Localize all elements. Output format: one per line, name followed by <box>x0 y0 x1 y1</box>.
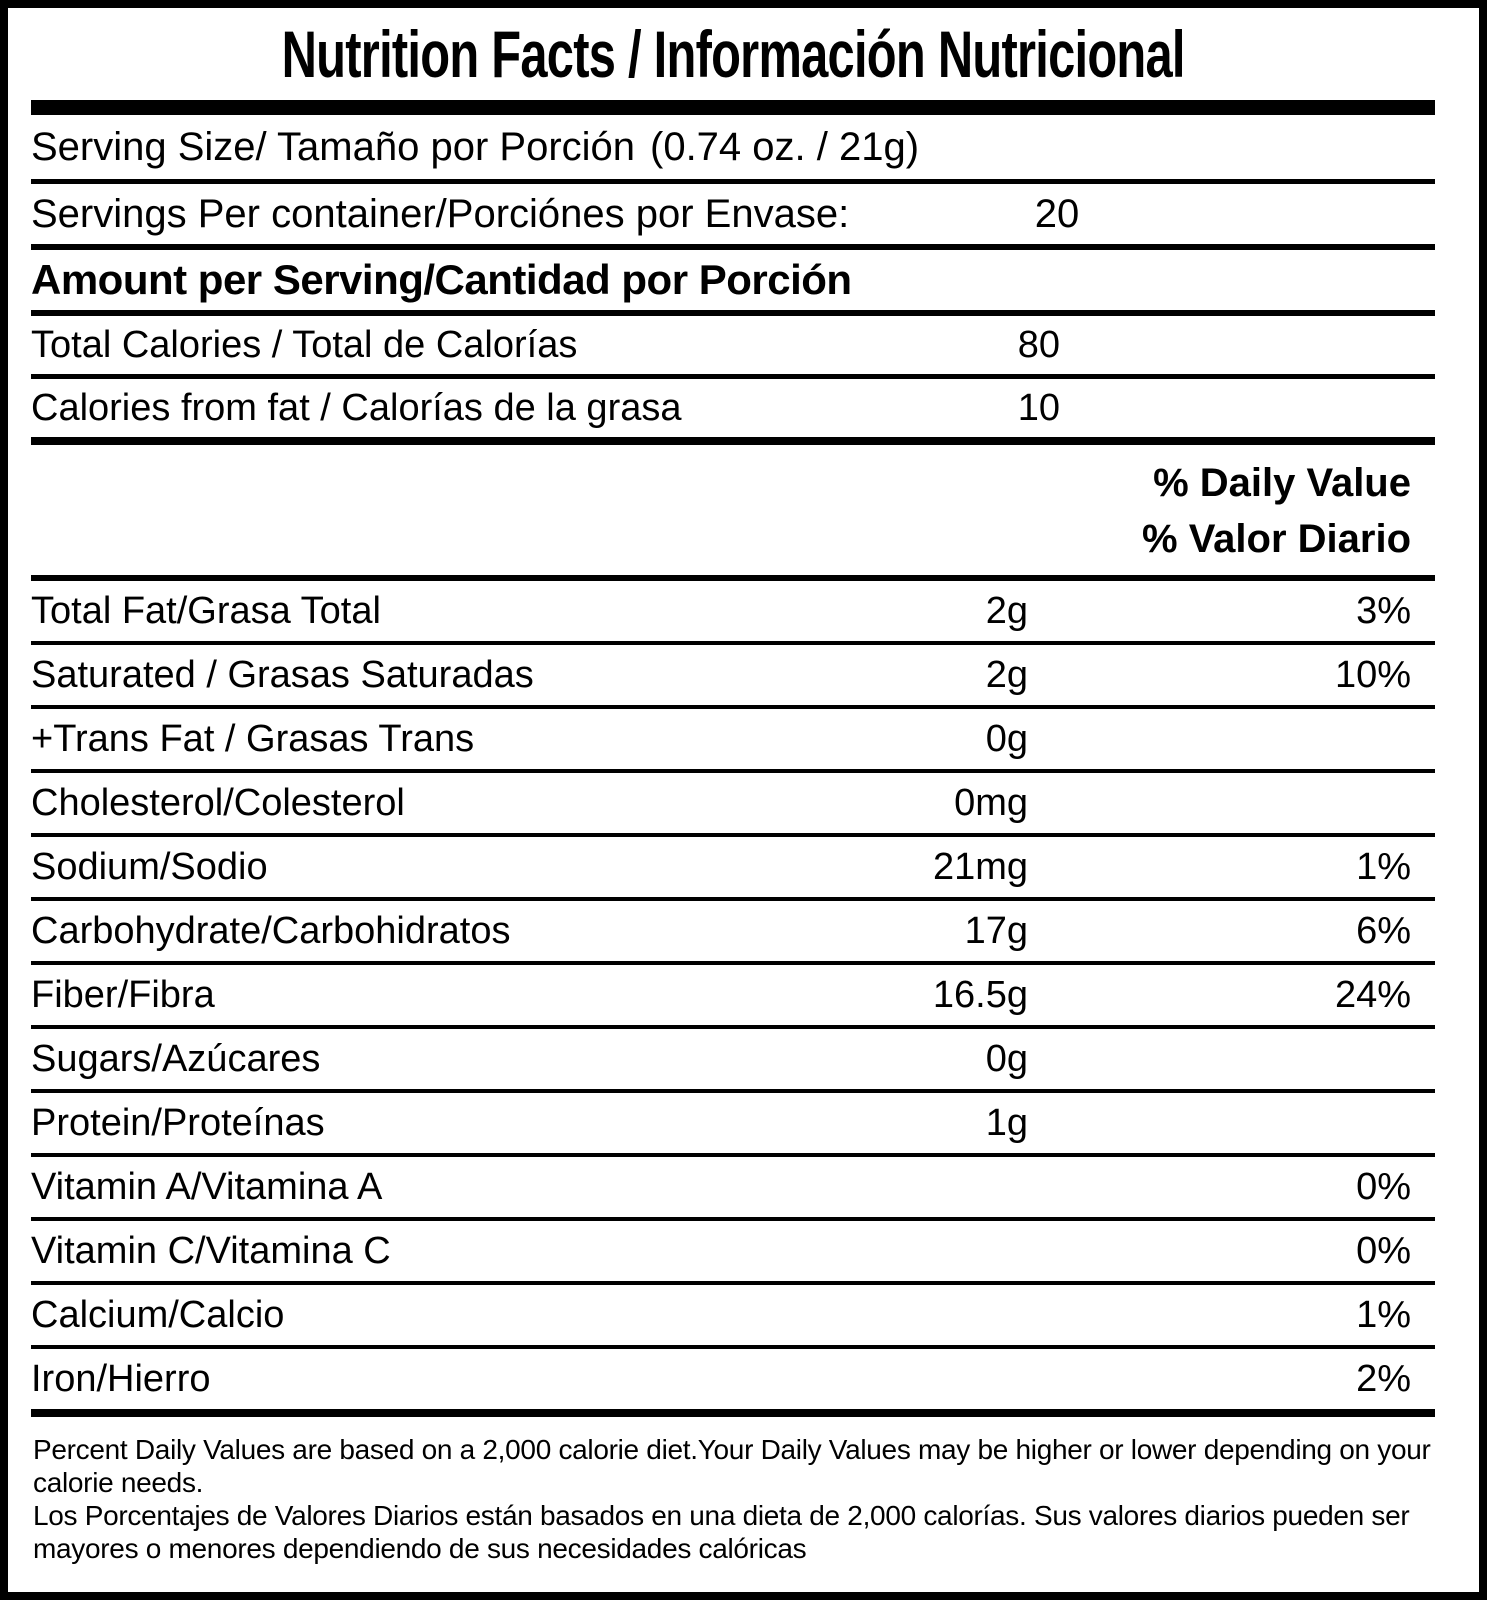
serving-size-row: Serving Size/ Tamaño por Porción (0.74 o… <box>31 115 1435 184</box>
servings-per-container-label: Servings Per container/Porciónes por Env… <box>31 191 850 236</box>
nutrient-label: Cholesterol/Colesterol <box>31 781 405 824</box>
nutrient-percent: 24% <box>1334 973 1411 1016</box>
serving-size-label: Serving Size/ Tamaño por Porción <box>31 124 636 169</box>
nutrient-percent: 0% <box>1356 1165 1411 1208</box>
footnote-line: mayores o menores dependiendo de sus nec… <box>33 1533 807 1564</box>
nutrient-amount: 2g <box>985 653 1028 696</box>
nutrient-amount: 16.5g <box>932 973 1028 1016</box>
daily-value-header-block: % Daily Value % Valor Diario <box>31 445 1435 581</box>
footnote-line: Percent Daily Values are based on a 2,00… <box>33 1434 1431 1465</box>
nutrient-amount: 0g <box>985 717 1028 760</box>
nutrient-percent: 2% <box>1356 1357 1411 1400</box>
nutrient-row-iron: Iron/Hierro 2% <box>31 1349 1435 1417</box>
nutrient-percent: 1% <box>1356 1293 1411 1336</box>
nutrient-row-protein: Protein/Proteínas 1g <box>31 1093 1435 1157</box>
nutrient-label: Sugars/Azúcares <box>31 1037 321 1080</box>
nutrient-label: Vitamin A/Vitamina A <box>31 1165 383 1208</box>
total-calories-label: Total Calories / Total de Calorías <box>31 323 578 366</box>
footnote-line: calorie needs. <box>33 1467 204 1498</box>
servings-per-container-row: Servings Per container/Porciónes por Env… <box>31 184 1435 250</box>
nutrient-percent: 6% <box>1356 909 1411 952</box>
calories-from-fat-row: Calories from fat / Calorías de la grasa… <box>31 379 1435 445</box>
nutrient-percent: 3% <box>1356 589 1411 632</box>
nutrient-row-vitamin-a: Vitamin A/Vitamina A 0% <box>31 1157 1435 1221</box>
footnote-line: Los Porcentajes de Valores Diarios están… <box>33 1500 1410 1531</box>
amount-per-serving-header-row: Amount per Serving/Cantidad por Porción <box>31 250 1435 316</box>
label-title: Nutrition Facts / Información Nutriciona… <box>281 17 1185 91</box>
nutrient-label: Sodium/Sodio <box>31 845 268 888</box>
nutrient-amount: 0mg <box>954 781 1028 824</box>
nutrient-row-sugars: Sugars/Azúcares 0g <box>31 1029 1435 1093</box>
nutrient-label: Total Fat/Grasa Total <box>31 589 381 632</box>
title-divider-bar <box>31 100 1435 115</box>
nutrient-row-vitamin-c: Vitamin C/Vitamina C 0% <box>31 1221 1435 1285</box>
nutrient-row-calcium: Calcium/Calcio 1% <box>31 1285 1435 1349</box>
daily-value-footnote: Percent Daily Values are based on a 2,00… <box>31 1417 1435 1565</box>
nutrient-label: Carbohydrate/Carbohidratos <box>31 909 511 952</box>
total-calories-row: Total Calories / Total de Calorías 80 <box>31 316 1435 379</box>
nutrient-label: Calcium/Calcio <box>31 1293 285 1336</box>
nutrient-label: Iron/Hierro <box>31 1357 211 1400</box>
nutrient-row-trans-fat: +Trans Fat / Grasas Trans 0g <box>31 709 1435 773</box>
daily-value-header-es: % Valor Diario <box>1142 516 1411 561</box>
nutrient-row-carbohydrate: Carbohydrate/Carbohidratos 17g 6% <box>31 901 1435 965</box>
nutrient-amount: 1g <box>985 1101 1028 1144</box>
amount-per-serving-header: Amount per Serving/Cantidad por Porción <box>31 256 852 303</box>
nutrient-percent: 1% <box>1356 845 1411 888</box>
nutrient-label: Saturated / Grasas Saturadas <box>31 653 534 696</box>
nutrient-row-cholesterol: Cholesterol/Colesterol 0mg <box>31 773 1435 837</box>
nutrient-label: Protein/Proteínas <box>31 1101 325 1144</box>
nutrient-amount: 0g <box>985 1037 1028 1080</box>
nutrient-label: Fiber/Fibra <box>31 973 215 1016</box>
calories-from-fat-value: 10 <box>1017 386 1060 429</box>
nutrient-row-sodium: Sodium/Sodio 21mg 1% <box>31 837 1435 901</box>
nutrient-amount: 17g <box>964 909 1028 952</box>
nutrient-percent: 10% <box>1334 653 1411 696</box>
nutrient-amount: 2g <box>985 589 1028 632</box>
nutrient-row-total-fat: Total Fat/Grasa Total 2g 3% <box>31 581 1435 645</box>
servings-per-container-value: 20 <box>1034 191 1080 236</box>
nutrient-percent: 0% <box>1356 1229 1411 1272</box>
nutrient-label: +Trans Fat / Grasas Trans <box>31 717 475 760</box>
nutrient-label: Vitamin C/Vitamina C <box>31 1229 391 1272</box>
daily-value-header-en: % Daily Value <box>1153 460 1411 505</box>
calories-from-fat-label: Calories from fat / Calorías de la grasa <box>31 386 682 429</box>
total-calories-value: 80 <box>1017 323 1060 366</box>
nutrient-row-fiber: Fiber/Fibra 16.5g 24% <box>31 965 1435 1029</box>
nutrient-amount: 21mg <box>932 845 1028 888</box>
nutrient-row-saturated-fat: Saturated / Grasas Saturadas 2g 10% <box>31 645 1435 709</box>
serving-size-value: (0.74 oz. / 21g) <box>650 124 920 169</box>
label-header: Nutrition Facts / Información Nutriciona… <box>31 8 1435 100</box>
